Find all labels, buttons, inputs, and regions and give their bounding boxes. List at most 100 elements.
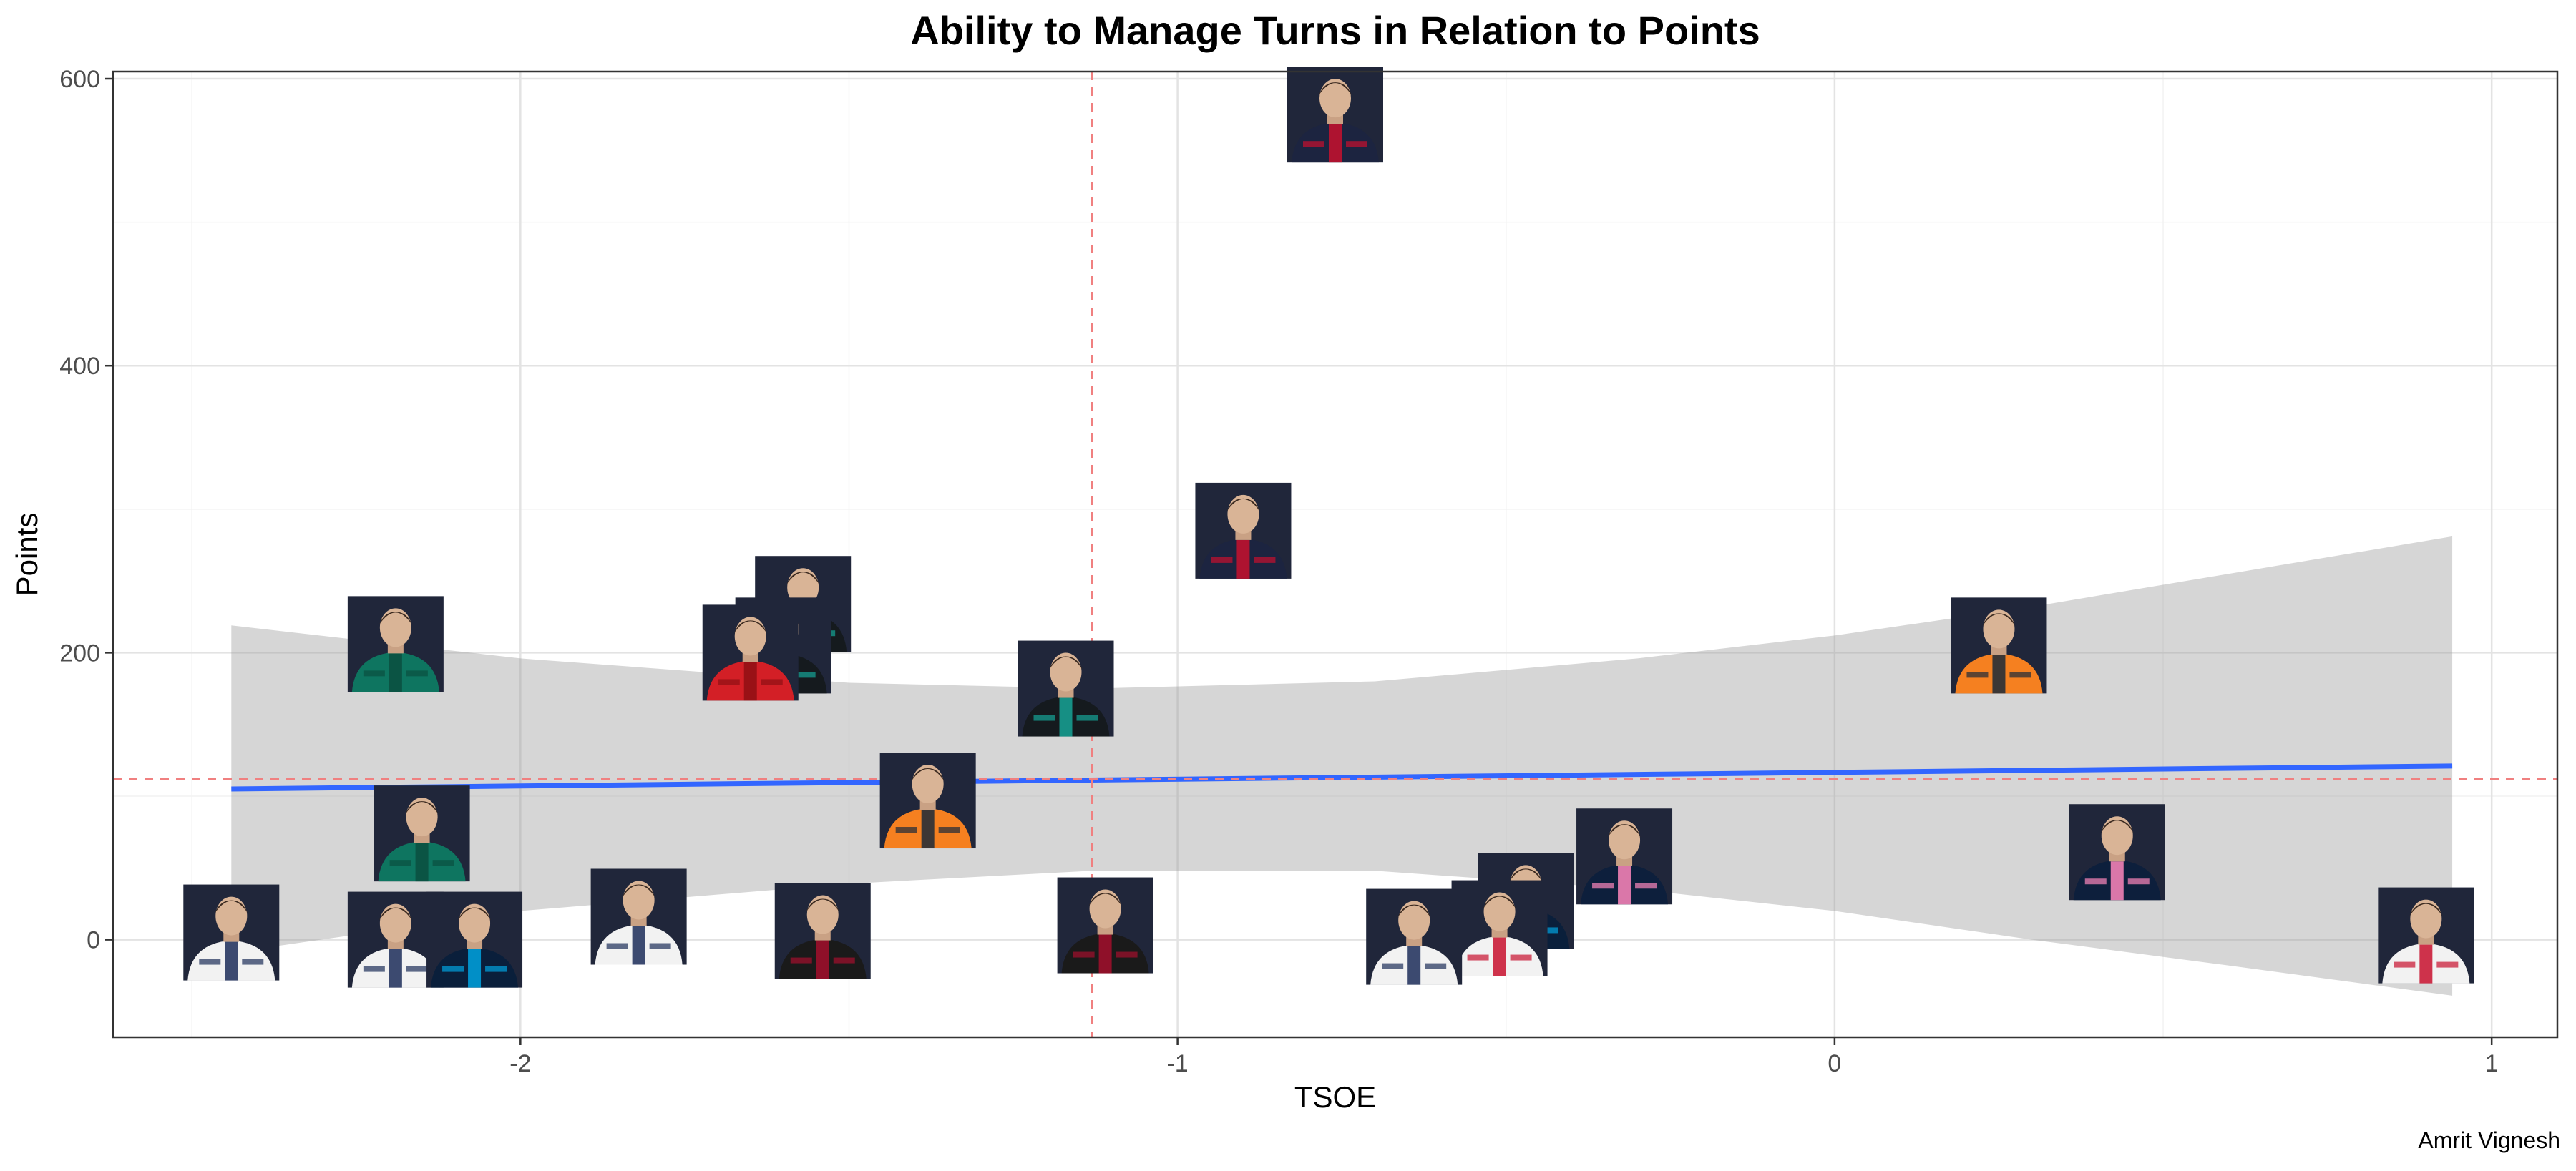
plot-panel-border <box>112 70 2559 1039</box>
data-point <box>1287 67 1383 163</box>
suit-stripe <box>1236 539 1250 579</box>
suit-stripe <box>1098 934 1112 974</box>
y-axis: 0 200 400 600 <box>59 66 113 954</box>
driver-head <box>379 903 411 943</box>
data-point <box>426 891 523 988</box>
sponsor-patch <box>1254 557 1276 563</box>
suit-stripe <box>1493 937 1506 976</box>
driver-head <box>2410 899 2442 939</box>
data-point <box>374 785 470 882</box>
sponsor-patch <box>790 957 812 964</box>
data-point <box>347 891 444 988</box>
driver-head <box>379 608 411 647</box>
sponsor-patch <box>2436 961 2459 968</box>
sponsor-patch <box>2009 672 2031 678</box>
chart-title: Ability to Manage Turns in Relation to P… <box>910 8 1760 53</box>
driver-head <box>1609 820 1641 860</box>
sponsor-patch <box>432 860 454 866</box>
x-tick-label: 1 <box>2485 1050 2499 1077</box>
driver-hair <box>2100 820 2134 833</box>
data-point <box>1576 808 1673 905</box>
y-tick-label: 200 <box>59 640 100 667</box>
driver-hair <box>379 612 412 625</box>
driver-head <box>912 765 944 804</box>
sponsor-patch <box>1966 672 1989 678</box>
driver-hair <box>806 898 839 912</box>
suit-stripe <box>1059 697 1073 737</box>
driver-head <box>1227 494 1259 534</box>
confidence-band-layer <box>231 536 2453 996</box>
data-point <box>774 883 871 979</box>
suit-stripe <box>1329 124 1342 163</box>
driver-hair <box>1483 896 1516 909</box>
sponsor-patch <box>1425 963 1447 969</box>
driver-head <box>459 903 491 943</box>
driver-hair <box>1982 613 2016 627</box>
sponsor-patch <box>1116 951 1138 958</box>
sponsor-patch <box>649 943 671 949</box>
trend-line-layer <box>231 763 2453 792</box>
driver-hair <box>1319 82 1352 96</box>
data-point <box>1057 877 1153 974</box>
suit-stripe <box>816 940 829 979</box>
data-point <box>183 884 280 981</box>
sponsor-patch <box>1346 141 1367 147</box>
data-point <box>1951 597 2047 694</box>
data-point <box>2378 887 2474 984</box>
sponsor-patch <box>442 966 464 972</box>
sponsor-patch <box>1467 954 1489 961</box>
sponsor-patch <box>485 966 507 972</box>
regression-line <box>231 763 2453 792</box>
driver-photo-markers <box>183 67 2474 988</box>
sponsor-patch <box>1635 883 1657 889</box>
sponsor-patch <box>1592 883 1614 889</box>
driver-head <box>1398 901 1430 940</box>
driver-hair <box>379 907 412 921</box>
suit-stripe <box>2419 944 2433 984</box>
driver-hair <box>1397 904 1431 918</box>
driver-head <box>734 617 766 656</box>
x-tick-label: -1 <box>1166 1050 1188 1077</box>
driver-head <box>1983 609 2015 649</box>
suit-stripe <box>389 949 402 988</box>
suit-stripe <box>921 810 935 849</box>
driver-hair <box>215 900 248 913</box>
driver-hair <box>1088 893 1122 906</box>
driver-hair <box>733 620 767 634</box>
driver-head <box>1089 889 1121 929</box>
data-point <box>590 868 687 965</box>
x-axis: -2 -1 0 1 <box>509 1037 2499 1077</box>
data-point <box>1018 640 1114 737</box>
sponsor-patch <box>2127 878 2150 885</box>
sponsor-patch <box>406 670 428 677</box>
sponsor-patch <box>938 827 960 833</box>
driver-hair <box>405 801 439 815</box>
suit-stripe <box>1407 946 1421 985</box>
driver-hair <box>458 907 492 921</box>
driver-head <box>2101 816 2133 856</box>
sponsor-patch <box>833 957 855 964</box>
sponsor-patch <box>1073 951 1095 958</box>
suit-stripe <box>389 653 402 692</box>
sponsor-patch <box>2394 961 2416 968</box>
driver-head <box>1319 79 1351 118</box>
y-axis-label: Points <box>10 513 44 597</box>
sponsor-patch <box>1510 954 1532 961</box>
driver-hair <box>2409 903 2443 916</box>
suit-stripe <box>225 941 238 981</box>
x-axis-label: TSOE <box>1294 1080 1376 1114</box>
data-point <box>702 604 799 701</box>
driver-head <box>623 881 655 920</box>
driver-hair <box>1608 824 1641 838</box>
suit-stripe <box>468 949 482 988</box>
driver-hair <box>1226 498 1260 511</box>
sponsor-patch <box>242 959 264 965</box>
data-point <box>347 596 444 692</box>
sponsor-patch <box>1076 715 1098 721</box>
driver-hair <box>786 572 820 585</box>
y-tick-label: 400 <box>59 353 100 380</box>
driver-hair <box>1509 868 1543 882</box>
sponsor-patch <box>1211 557 1233 563</box>
sponsor-patch <box>1382 963 1404 969</box>
